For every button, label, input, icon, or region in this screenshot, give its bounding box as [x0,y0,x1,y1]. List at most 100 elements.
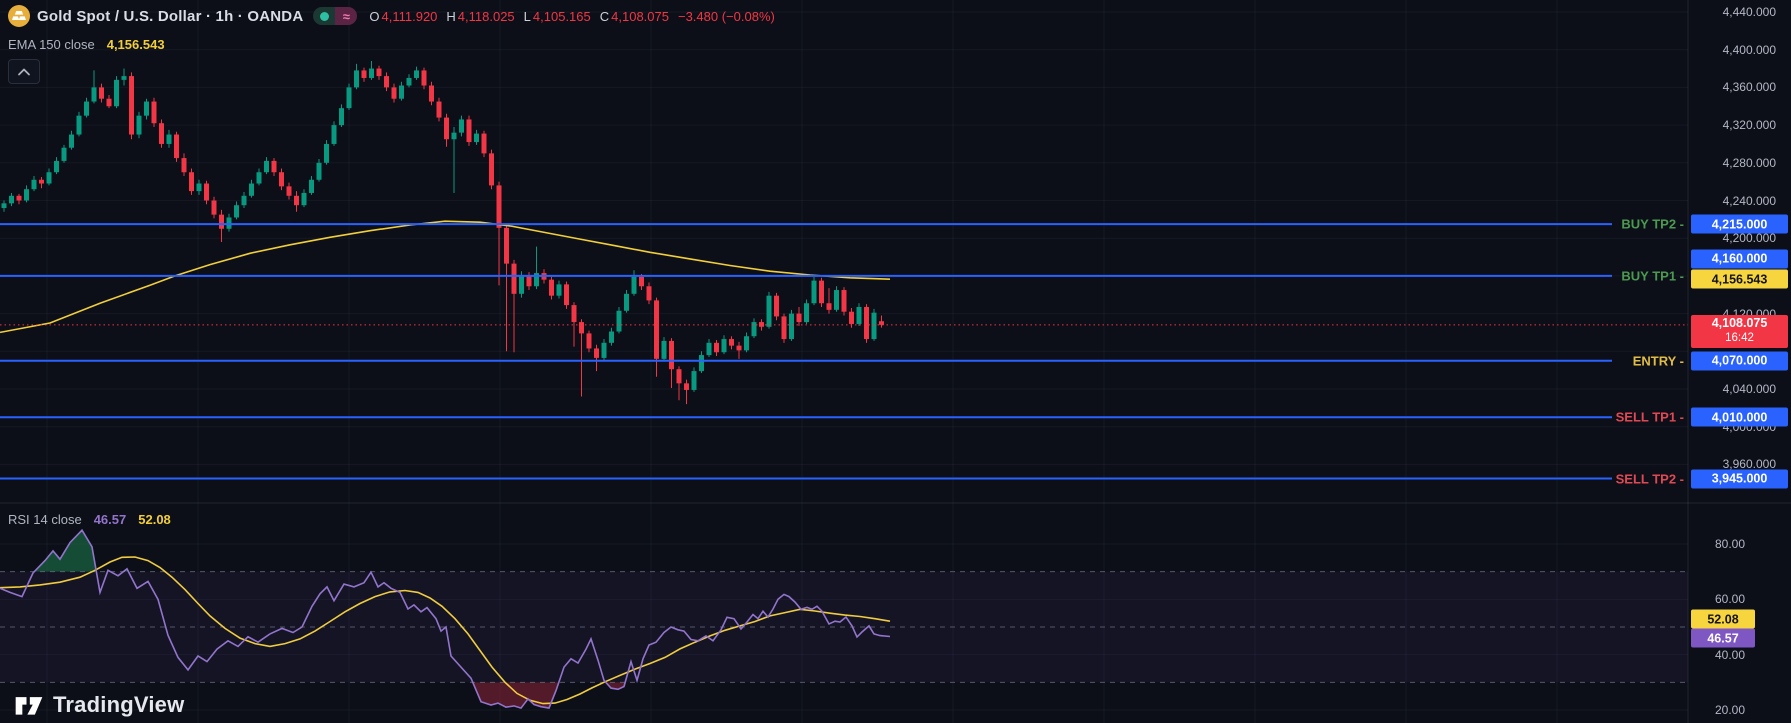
symbol-badges[interactable]: ≈ [313,7,358,25]
candle-body [406,77,412,86]
candle-body [181,158,187,173]
candle-body [69,134,74,148]
ema-value: 4,156.543 [106,37,165,52]
price-axis-tick: 3,960.000 [1722,457,1776,472]
rsi-value: 46.57 [93,512,127,527]
candle-body [241,195,247,206]
candle-body [699,355,704,372]
high-label: H [446,8,456,24]
entry-label: ENTRY - [1632,353,1684,369]
rsi-value-label: 46.57 [1691,628,1755,648]
rsi-ma-value-label: 52.08 [1691,609,1755,629]
buy-tp2-price-label: 4,215.000 [1691,214,1788,234]
price-axis-tick: 4,320.000 [1722,118,1776,133]
price-axis-tick: 4,400.000 [1722,42,1776,57]
rsi-ma-line[interactable] [0,556,891,705]
candle-body [811,280,817,304]
candle-body [556,284,562,296]
candle-body [579,322,584,334]
candle-body [91,87,97,102]
close-label: C [599,8,610,24]
tradingview-logo-text: TradingView [53,692,185,717]
rsi-line[interactable] [0,528,891,710]
entry-price-label: 4,070.000 [1691,351,1788,371]
price-axis-tick: 4,200.000 [1722,231,1776,246]
sell-tp1-label: SELL TP1 - [1615,409,1684,425]
ohlc-values: O 4,111.920 H 4,118.025 L 4,105.165 C 4,108.… [369,9,774,24]
candle-body [46,172,52,184]
candle-body [9,195,14,204]
candle-body [781,316,787,340]
candle-body [729,339,734,346]
candle-body [519,274,524,294]
candle-body [879,321,884,325]
ema-price-label: 4,156.543 [1691,269,1788,289]
candle-body [459,119,464,133]
candle-body [744,336,749,351]
symbol-title[interactable]: Gold Spot / U.S. Dollar · 1h · OANDA [37,7,304,25]
candle-body [481,133,487,154]
candle-body [571,305,577,323]
candle-body [856,307,862,324]
candle-body [204,183,209,201]
candle-body [691,371,697,390]
high-value: 4,118.025 [457,8,515,24]
candle-body [99,87,104,99]
candle-body [819,280,824,304]
candle-body [316,162,322,180]
candle-body [249,183,254,196]
approx-pricing-icon: ≈ [335,7,358,25]
rsi-ma-value: 52.08 [138,512,171,527]
candle-body [751,322,757,337]
current-price-label: 4,108.075 16:42 [1691,314,1788,348]
buy-tp1-label: BUY TP1 - [1621,268,1684,284]
candle-body [279,172,284,187]
candle-body [114,79,119,107]
tradingview-logo[interactable]: TradingView [14,692,184,718]
candle-body [849,311,854,324]
candle-body [549,279,554,296]
candle-body [136,115,142,135]
buy-tp2-label: BUY TP2 - [1621,216,1684,232]
candle-body [654,300,659,359]
price-axis-tick: 4,360.000 [1722,80,1776,95]
candle-body [451,132,457,140]
candle-body [511,263,517,294]
ema-line[interactable] [0,220,891,334]
ema-indicator-legend[interactable]: EMA 150 close 4,156.543 [8,37,165,52]
candle-body [196,183,202,192]
candle-body [376,68,382,77]
candle-body [61,147,67,161]
candle-body [616,310,622,332]
candle-body [286,186,292,196]
candle-body [661,340,667,359]
candle-body [234,205,239,218]
price-axis-tick: 4,040.000 [1722,382,1776,396]
candle-body [294,195,299,206]
rsi-axis-tick: 40.00 [1714,647,1745,662]
candle-body [76,115,82,135]
candle-body [684,383,689,390]
candle-body [271,160,277,173]
candle-body [496,185,502,228]
change-value: −3.480 (−0.08%) [677,8,775,24]
candle-body [706,342,712,356]
candle-body [151,101,157,124]
candle-body [54,160,59,173]
candle-body [256,172,262,184]
candle-body [414,70,419,78]
price-axis-tick: 4,280.000 [1722,155,1776,170]
candle-body [354,70,359,88]
rsi-indicator-legend[interactable]: RSI 14 close 46.57 52.08 [8,512,171,527]
candle-body [361,70,367,78]
candle-body [534,273,539,287]
candle-body [339,108,344,126]
candle-body [429,85,434,102]
symbol-header: Gold Spot / U.S. Dollar · 1h · OANDA ≈ O… [8,4,775,28]
candle-body [324,143,329,163]
ema-label: EMA 150 close [8,37,95,52]
collapse-pane-button[interactable] [8,59,40,84]
